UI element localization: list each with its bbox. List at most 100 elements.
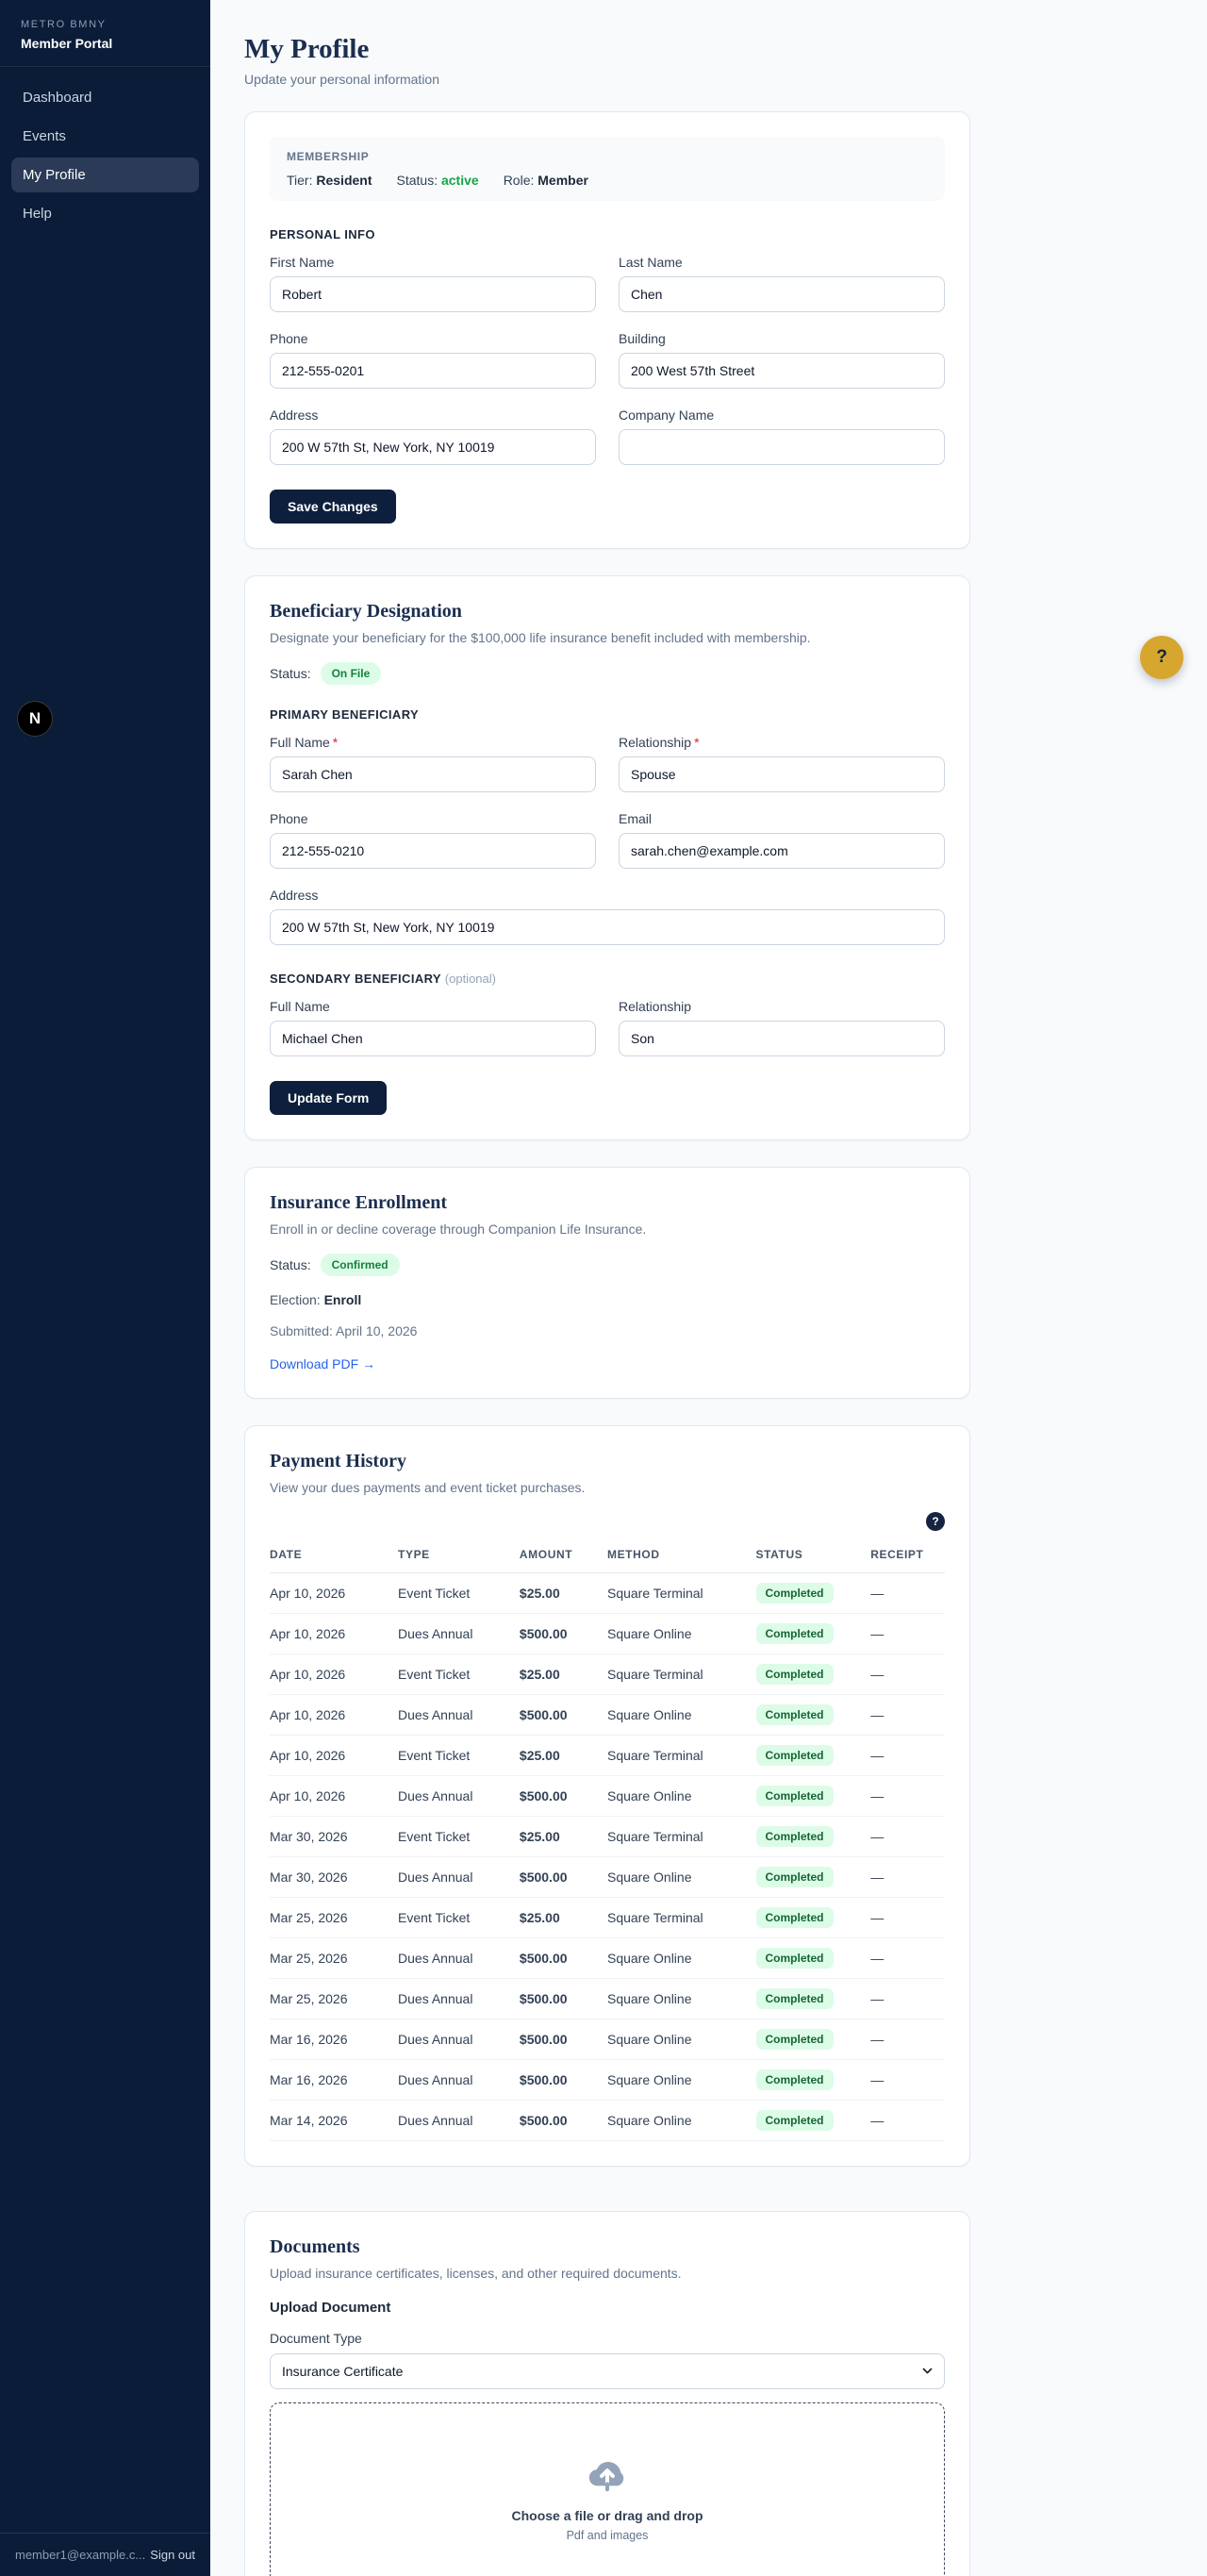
personal-info-form: First Name Last Name Phone bbox=[270, 255, 945, 465]
membership-status-value: active bbox=[440, 173, 479, 188]
payment-receipt: — bbox=[870, 2019, 945, 2060]
field-label: Phone bbox=[270, 331, 308, 346]
field-label: Relationship * bbox=[619, 735, 700, 750]
column-header-method: METHOD bbox=[606, 1538, 756, 1573]
form-field: Full Name bbox=[270, 999, 596, 1056]
payment-type: Dues Annual bbox=[398, 1856, 520, 1898]
field-input[interactable] bbox=[270, 833, 596, 869]
column-header-type: TYPE bbox=[398, 1538, 520, 1573]
status-badge: Completed bbox=[755, 2110, 834, 2131]
payments-help-icon[interactable]: ? bbox=[926, 1512, 945, 1531]
column-header-status: STATUS bbox=[755, 1538, 871, 1573]
payment-type: Dues Annual bbox=[398, 2100, 520, 2141]
payment-method: Square Online bbox=[606, 1937, 756, 1979]
beneficiary-address-input[interactable] bbox=[270, 909, 945, 945]
primary-beneficiary-section-label: PRIMARY BENEFICIARY bbox=[270, 707, 420, 722]
nextjs-dev-badge-icon[interactable]: N bbox=[17, 701, 53, 737]
download-pdf-link[interactable]: Download PDF → bbox=[270, 1356, 376, 1371]
payment-row: Mar 16, 2026 Dues Annual $500.00 Square … bbox=[270, 2019, 945, 2060]
table-tools: ? bbox=[270, 1512, 945, 1531]
payment-status: Completed bbox=[755, 1897, 871, 1938]
form-field: Address bbox=[270, 407, 596, 465]
form-field: Company Name bbox=[619, 407, 945, 465]
upload-document-heading: Upload Document bbox=[270, 2300, 391, 2316]
sidebar-nav-item[interactable]: Dashboard bbox=[23, 90, 92, 106]
field-input[interactable] bbox=[270, 756, 596, 792]
payment-row: Mar 25, 2026 Event Ticket $25.00 Square … bbox=[270, 1897, 945, 1938]
payment-receipt: — bbox=[870, 2100, 945, 2141]
payment-status: Completed bbox=[755, 1654, 871, 1695]
payment-status: Completed bbox=[755, 1937, 871, 1979]
payment-type: Dues Annual bbox=[398, 1694, 520, 1736]
payment-status: Completed bbox=[755, 1775, 871, 1817]
dropzone-subtitle: Pdf and images bbox=[566, 2529, 649, 2542]
field-input[interactable] bbox=[619, 276, 945, 312]
election-line: Election: Enroll bbox=[270, 1292, 362, 1307]
beneficiary-status-badge: On File bbox=[320, 662, 382, 685]
payment-type: Event Ticket bbox=[398, 1572, 520, 1614]
field-input[interactable] bbox=[619, 833, 945, 869]
help-fab-button[interactable]: ? bbox=[1140, 636, 1183, 679]
field-input[interactable] bbox=[270, 353, 596, 389]
status-badge: Completed bbox=[755, 1786, 834, 1806]
payment-amount: $500.00 bbox=[519, 1694, 607, 1736]
payment-receipt: — bbox=[870, 1856, 945, 1898]
update-form-button[interactable]: Update Form bbox=[270, 1081, 388, 1115]
required-asterisk: * bbox=[694, 735, 700, 750]
payment-row: Mar 16, 2026 Dues Annual $500.00 Square … bbox=[270, 2059, 945, 2101]
documents-desc: Upload insurance certificates, licenses,… bbox=[270, 2266, 682, 2281]
payment-amount: $500.00 bbox=[519, 1937, 607, 1979]
secondary-beneficiary-section-label: SECONDARY BENEFICIARY (optional) bbox=[270, 972, 496, 986]
dropzone-title: Choose a file or drag and drop bbox=[511, 2508, 703, 2523]
sidebar-nav: Dashboard Events My Profile Help bbox=[11, 80, 199, 231]
payment-date: Apr 10, 2026 bbox=[270, 1694, 399, 1736]
payment-date: Mar 30, 2026 bbox=[270, 1816, 399, 1857]
save-changes-button[interactable]: Save Changes bbox=[270, 490, 396, 524]
payment-row: Apr 10, 2026 Dues Annual $500.00 Square … bbox=[270, 1694, 945, 1736]
payment-method: Square Online bbox=[606, 2059, 756, 2101]
payment-receipt: — bbox=[870, 1735, 945, 1776]
document-type-label: Document Type bbox=[270, 2331, 362, 2346]
payment-status: Completed bbox=[755, 2100, 871, 2141]
sidebar-nav-item[interactable]: Help bbox=[23, 206, 52, 222]
membership-summary: MEMBERSHIP Tier: Resident Status: active… bbox=[270, 137, 945, 201]
field-input[interactable] bbox=[270, 1021, 596, 1056]
insurance-title: Insurance Enrollment bbox=[270, 1192, 447, 1213]
document-type-select[interactable]: Insurance Certificate bbox=[270, 2353, 945, 2389]
payment-receipt: — bbox=[870, 1572, 945, 1614]
page-title: My Profile bbox=[244, 34, 370, 64]
field-label: Phone bbox=[270, 811, 308, 826]
payment-method: Square Online bbox=[606, 1978, 756, 2019]
payment-receipt: — bbox=[870, 1654, 945, 1695]
field-input[interactable] bbox=[270, 429, 596, 465]
field-input[interactable] bbox=[619, 429, 945, 465]
membership-role: Role: Member bbox=[503, 173, 588, 188]
page-subtitle: Update your personal information bbox=[244, 72, 440, 87]
payment-type: Dues Annual bbox=[398, 1613, 520, 1654]
field-input[interactable] bbox=[619, 756, 945, 792]
payment-receipt: — bbox=[870, 2059, 945, 2101]
payment-method: Square Online bbox=[606, 2100, 756, 2141]
field-label: Address bbox=[270, 888, 319, 903]
field-input[interactable] bbox=[619, 353, 945, 389]
payment-receipt: — bbox=[870, 1897, 945, 1938]
field-input[interactable] bbox=[619, 1021, 945, 1056]
payment-type: Dues Annual bbox=[398, 1937, 520, 1979]
membership-tier: Tier: Resident bbox=[287, 173, 372, 188]
payment-type: Event Ticket bbox=[398, 1735, 520, 1776]
payment-method: Square Online bbox=[606, 2019, 756, 2060]
file-dropzone[interactable]: Choose a file or drag and drop Pdf and i… bbox=[270, 2402, 945, 2576]
sidebar-nav-item[interactable]: My Profile bbox=[11, 158, 199, 192]
payment-row: Mar 25, 2026 Dues Annual $500.00 Square … bbox=[270, 1937, 945, 1979]
sidebar-nav-item[interactable]: Events bbox=[23, 128, 66, 144]
status-badge: Completed bbox=[755, 1623, 834, 1644]
insurance-status-row: Status: Confirmed bbox=[270, 1254, 945, 1276]
field-label: Building bbox=[619, 331, 666, 346]
beneficiary-card: Beneficiary Designation Designate your b… bbox=[244, 575, 970, 1140]
field-input[interactable] bbox=[270, 276, 596, 312]
sign-out-button[interactable]: Sign out bbox=[150, 2548, 195, 2562]
payment-row: Mar 14, 2026 Dues Annual $500.00 Square … bbox=[270, 2100, 945, 2141]
status-badge: Completed bbox=[755, 1867, 834, 1887]
field-label: Full Name * bbox=[270, 735, 339, 750]
